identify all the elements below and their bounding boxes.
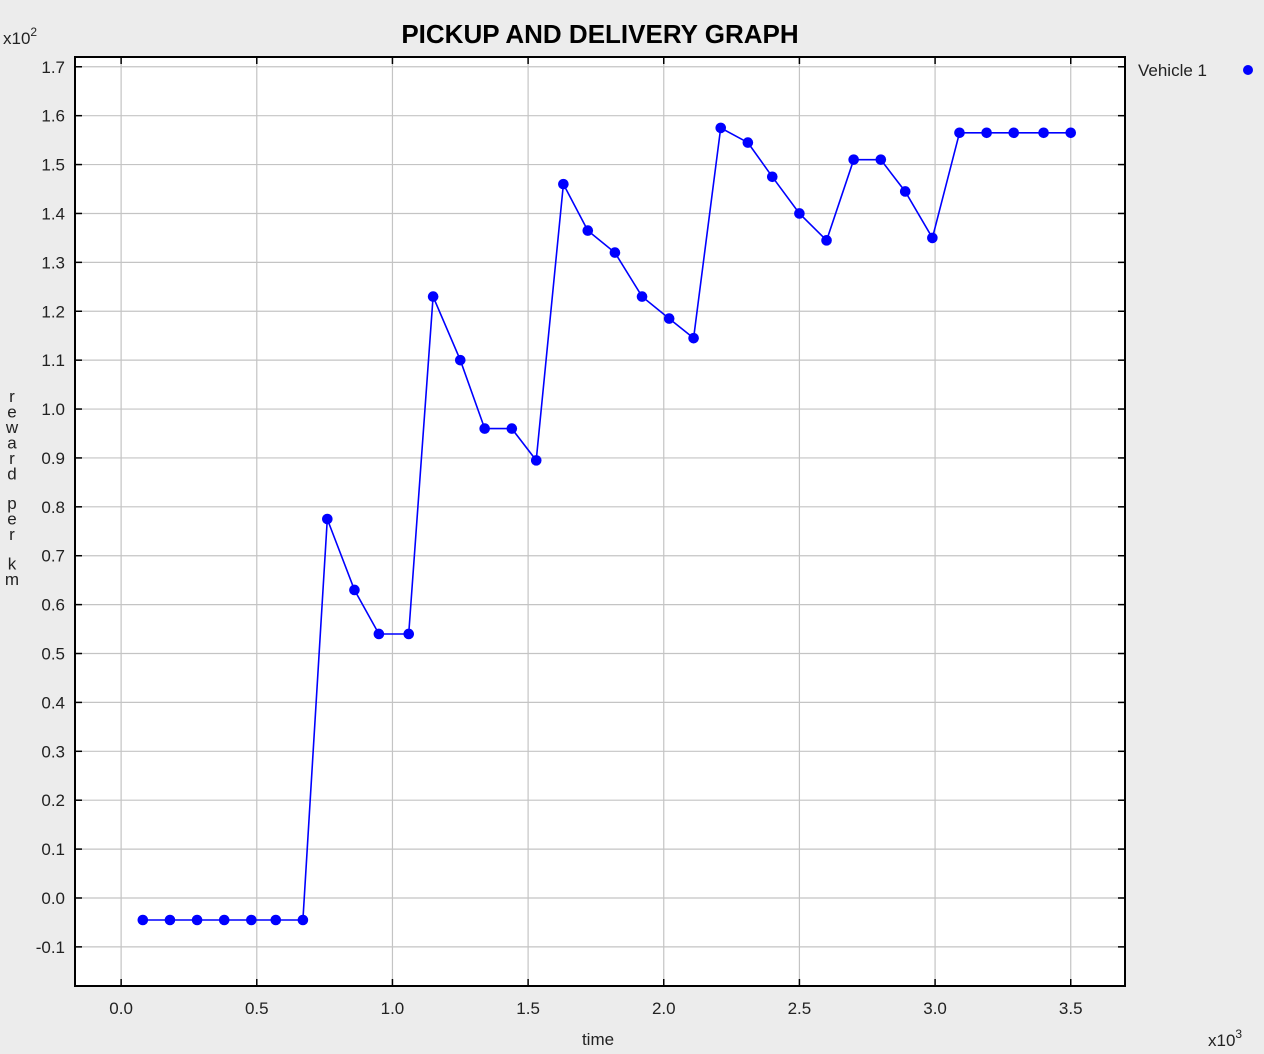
x-tick-label: 0.5 bbox=[245, 999, 269, 1018]
data-point bbox=[1008, 127, 1020, 139]
x-tick-label: 2.5 bbox=[788, 999, 812, 1018]
data-point bbox=[582, 225, 594, 236]
data-point bbox=[454, 354, 466, 366]
y-tick-label: 1.2 bbox=[41, 302, 65, 321]
data-point bbox=[373, 628, 385, 640]
data-point bbox=[164, 914, 176, 926]
y-axis-label-char: r bbox=[9, 525, 15, 544]
y-tick-label: 0.0 bbox=[41, 889, 65, 908]
x-tick-label: 3.5 bbox=[1059, 999, 1083, 1018]
x-tick-label: 1.0 bbox=[381, 999, 405, 1018]
axis-ticks: 0.0 0.5 1.0 1.5 2.0 2.5 3.0 3.5 -0.1 0.0 0.1 0.2 0.3… bbox=[36, 57, 1125, 1018]
data-point bbox=[246, 914, 257, 926]
data-point bbox=[715, 122, 727, 134]
data-point bbox=[137, 914, 149, 926]
data-point bbox=[927, 232, 938, 244]
y-axis-label-char: d bbox=[7, 465, 16, 484]
x-tick-label: 0.0 bbox=[109, 999, 133, 1018]
data-point bbox=[530, 455, 542, 466]
x-tick-label: 1.5 bbox=[516, 999, 540, 1018]
y-tick-label: -0.1 bbox=[36, 938, 65, 957]
y-tick-label: 1.7 bbox=[41, 58, 65, 77]
data-point bbox=[742, 137, 754, 148]
data-point bbox=[349, 584, 360, 596]
data-point bbox=[794, 208, 805, 219]
x-tick-label: 2.0 bbox=[652, 999, 676, 1018]
x-multiplier: x103 bbox=[1208, 1027, 1242, 1050]
y-tick-label: 0.6 bbox=[41, 596, 65, 615]
y-tick-label: 1.1 bbox=[41, 351, 65, 370]
y-axis-label-char: p bbox=[7, 494, 16, 513]
y-tick-label: 0.2 bbox=[41, 791, 65, 810]
y-tick-label: 1.0 bbox=[41, 400, 65, 419]
y-tick-label: 1.5 bbox=[41, 156, 65, 175]
y-tick-label: 1.4 bbox=[41, 204, 65, 223]
data-point bbox=[270, 914, 282, 926]
data-point bbox=[218, 914, 230, 926]
y-axis-label-char: e bbox=[7, 403, 16, 422]
y-tick-label: 1.6 bbox=[41, 107, 65, 126]
legend-marker-vehicle-1 bbox=[1243, 65, 1253, 75]
y-multiplier: x102 bbox=[3, 25, 37, 48]
y-axis-label-char: e bbox=[7, 510, 16, 529]
data-point bbox=[322, 513, 333, 525]
y-tick-label: 0.8 bbox=[41, 498, 65, 517]
plot-area bbox=[75, 57, 1125, 986]
series-vehicle-1 bbox=[137, 122, 1077, 926]
x-tick-label: 3.0 bbox=[923, 999, 947, 1018]
y-axis-label-char: m bbox=[5, 570, 19, 589]
data-point bbox=[297, 914, 309, 926]
legend: Vehicle 1 bbox=[1138, 61, 1253, 80]
data-point bbox=[609, 247, 621, 258]
data-point bbox=[663, 313, 675, 324]
y-axis-label-char: r bbox=[9, 449, 15, 468]
data-point bbox=[981, 127, 992, 139]
legend-label-vehicle-1: Vehicle 1 bbox=[1138, 61, 1207, 80]
data-point bbox=[899, 186, 911, 197]
y-axis-label-char: a bbox=[7, 434, 17, 453]
y-axis-label-char: w bbox=[5, 418, 19, 437]
data-point bbox=[191, 914, 203, 926]
data-point bbox=[636, 291, 648, 302]
data-point bbox=[1038, 127, 1049, 139]
y-axis-label-char: r bbox=[9, 387, 15, 406]
data-point bbox=[766, 171, 778, 183]
chart-title: PICKUP AND DELIVERY GRAPH bbox=[401, 19, 798, 49]
data-point bbox=[427, 291, 439, 302]
data-point bbox=[875, 154, 887, 165]
y-tick-label: 0.5 bbox=[41, 645, 65, 664]
data-point bbox=[954, 127, 965, 139]
data-point bbox=[1065, 127, 1077, 139]
y-tick-label: 0.1 bbox=[41, 840, 65, 859]
plot-frame bbox=[74, 56, 1126, 987]
y-tick-label: 0.9 bbox=[41, 449, 65, 468]
y-tick-label: 0.3 bbox=[41, 742, 65, 761]
data-point bbox=[821, 235, 832, 246]
y-axis-label-char: k bbox=[8, 555, 17, 574]
y-tick-label: 0.7 bbox=[41, 547, 65, 566]
y-tick-label: 0.4 bbox=[41, 693, 65, 712]
data-point bbox=[479, 423, 490, 434]
x-axis-label: time bbox=[582, 1030, 614, 1049]
data-point bbox=[558, 178, 569, 190]
data-point bbox=[506, 423, 518, 434]
data-point bbox=[848, 154, 859, 165]
y-tick-label: 1.3 bbox=[41, 253, 65, 272]
data-point bbox=[403, 628, 415, 640]
data-point bbox=[688, 332, 699, 344]
